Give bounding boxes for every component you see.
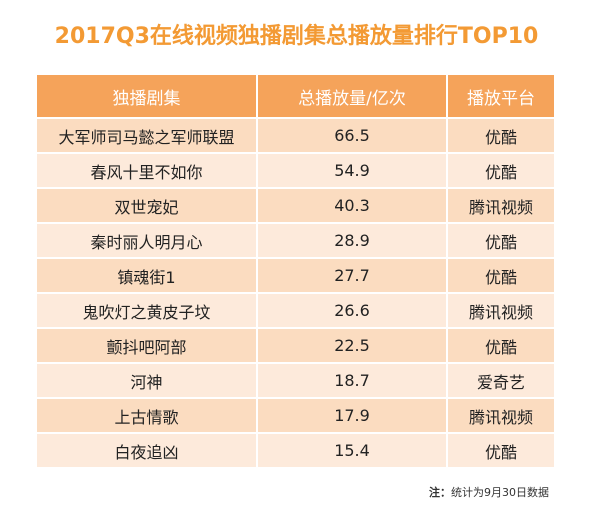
cell-series: 上古情歌 — [37, 397, 258, 432]
cell-total-plays: 15.4 — [258, 432, 448, 467]
cell-platform: 爱奇艺 — [448, 362, 554, 397]
cell-series: 春风十里不如你 — [37, 152, 258, 187]
cell-total-plays: 26.6 — [258, 292, 448, 327]
cell-platform: 优酷 — [448, 257, 554, 292]
footnote-label: 注： — [429, 486, 451, 499]
cell-total-plays: 54.9 — [258, 152, 448, 187]
footnote: 注：统计为9月30日数据 — [429, 484, 549, 500]
cell-platform: 优酷 — [448, 327, 554, 362]
table-row: 大军师司马懿之军师联盟 66.5 优酷 — [37, 117, 554, 152]
cell-platform: 腾讯视频 — [448, 292, 554, 327]
cell-total-plays: 40.3 — [258, 187, 448, 222]
cell-total-plays: 17.9 — [258, 397, 448, 432]
table-row: 颤抖吧阿部 22.5 优酷 — [37, 327, 554, 362]
cell-total-plays: 22.5 — [258, 327, 448, 362]
footnote-text: 统计为9月30日数据 — [451, 486, 549, 499]
cell-series: 鬼吹灯之黄皮子坟 — [37, 292, 258, 327]
table-row: 秦时丽人明月心 28.9 优酷 — [37, 222, 554, 257]
table-row: 双世宠妃 40.3 腾讯视频 — [37, 187, 554, 222]
cell-series: 大军师司马懿之军师联盟 — [37, 117, 258, 152]
cell-series: 河神 — [37, 362, 258, 397]
cell-platform: 优酷 — [448, 152, 554, 187]
header-total-plays: 总播放量/亿次 — [258, 75, 448, 117]
cell-total-plays: 18.7 — [258, 362, 448, 397]
cell-total-plays: 27.7 — [258, 257, 448, 292]
cell-platform: 腾讯视频 — [448, 187, 554, 222]
table-row: 镇魂街1 27.7 优酷 — [37, 257, 554, 292]
table-row: 河神 18.7 爱奇艺 — [37, 362, 554, 397]
cell-series: 镇魂街1 — [37, 257, 258, 292]
cell-series: 双世宠妃 — [37, 187, 258, 222]
table-row: 春风十里不如你 54.9 优酷 — [37, 152, 554, 187]
table-header-row: 独播剧集 总播放量/亿次 播放平台 — [37, 75, 554, 117]
cell-series: 白夜追凶 — [37, 432, 258, 467]
page-title: 2017Q3在线视频独播剧集总播放量排行TOP10 — [54, 24, 539, 49]
ranking-table: 独播剧集 总播放量/亿次 播放平台 大军师司马懿之军师联盟 66.5 优酷 春风… — [37, 75, 554, 467]
cell-series: 颤抖吧阿部 — [37, 327, 258, 362]
cell-total-plays: 66.5 — [258, 117, 448, 152]
header-series: 独播剧集 — [37, 75, 258, 117]
table-row: 上古情歌 17.9 腾讯视频 — [37, 397, 554, 432]
cell-platform: 腾讯视频 — [448, 397, 554, 432]
cell-series: 秦时丽人明月心 — [37, 222, 258, 257]
cell-platform: 优酷 — [448, 432, 554, 467]
header-platform: 播放平台 — [448, 75, 554, 117]
cell-platform: 优酷 — [448, 117, 554, 152]
table-row: 鬼吹灯之黄皮子坟 26.6 腾讯视频 — [37, 292, 554, 327]
cell-platform: 优酷 — [448, 222, 554, 257]
table-row: 白夜追凶 15.4 优酷 — [37, 432, 554, 467]
cell-total-plays: 28.9 — [258, 222, 448, 257]
